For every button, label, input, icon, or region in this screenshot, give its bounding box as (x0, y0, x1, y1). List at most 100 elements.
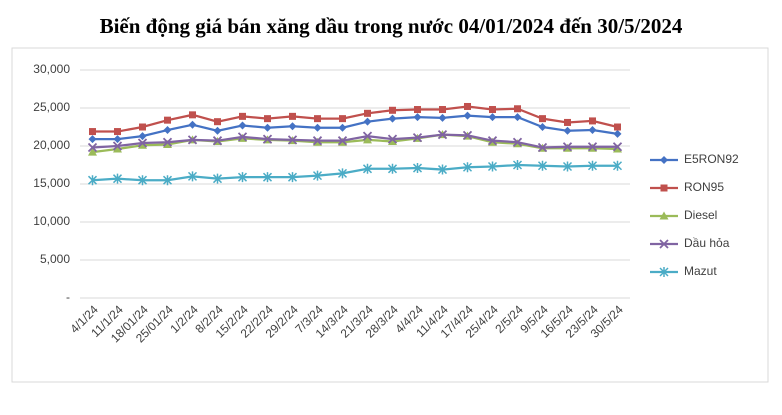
point (562, 142, 573, 152)
point (512, 160, 523, 170)
point (139, 123, 146, 131)
line (92, 133, 618, 149)
point (564, 118, 571, 126)
legend-marker (659, 239, 669, 249)
point (214, 118, 221, 126)
point (587, 142, 598, 152)
chart-title: Biến động giá bán xăng dầu trong nước 04… (100, 14, 683, 38)
legend-label: Dầu hỏa (684, 236, 730, 250)
line (92, 163, 618, 182)
point (263, 123, 272, 132)
chart-border (11, 47, 769, 383)
point (537, 160, 548, 171)
line (92, 105, 618, 133)
point (487, 161, 498, 172)
point (264, 115, 271, 123)
point (339, 115, 346, 123)
point (363, 135, 372, 144)
point (439, 106, 446, 114)
point (563, 126, 572, 135)
point (164, 116, 171, 124)
point (137, 138, 148, 148)
point (287, 135, 298, 145)
point (463, 111, 472, 120)
point (137, 175, 148, 186)
legend-marker (660, 184, 668, 192)
point (237, 132, 248, 142)
point (189, 111, 196, 119)
point (612, 160, 623, 171)
point (162, 175, 173, 186)
point (88, 147, 97, 156)
y-tick-label: 30,000 (33, 62, 70, 76)
point (212, 173, 223, 184)
point (162, 137, 173, 147)
point (387, 163, 398, 174)
point (614, 123, 621, 131)
point (187, 171, 198, 182)
point (613, 129, 622, 138)
point (163, 126, 172, 135)
y-tick-label: 15,000 (33, 176, 70, 190)
y-tick-label: 20,000 (33, 138, 70, 152)
point (612, 142, 623, 152)
y-tick-label: 10,000 (33, 214, 70, 228)
point (489, 106, 496, 114)
point (314, 115, 321, 123)
point (337, 168, 348, 179)
point (362, 131, 373, 141)
point (337, 136, 348, 146)
point (88, 135, 97, 144)
point (262, 134, 273, 144)
y-tick-label: 25,000 (33, 100, 70, 114)
point (364, 109, 371, 117)
point (587, 160, 598, 171)
point (462, 130, 473, 140)
point (212, 136, 223, 146)
point (113, 135, 122, 144)
point (562, 161, 573, 172)
point (289, 112, 296, 120)
point (412, 163, 423, 174)
point (487, 136, 498, 146)
point (414, 106, 421, 114)
point (89, 128, 96, 136)
point (613, 144, 622, 153)
point (362, 163, 373, 174)
point (513, 113, 522, 122)
point (238, 121, 247, 130)
point (388, 114, 397, 123)
point (437, 129, 448, 140)
point (114, 128, 121, 136)
point (588, 126, 597, 135)
point (488, 113, 497, 122)
legend-marker (659, 267, 669, 277)
point (213, 126, 222, 135)
point (163, 139, 172, 148)
point (389, 106, 396, 114)
legend-marker (660, 156, 668, 164)
point (239, 112, 246, 120)
point (138, 140, 147, 149)
legend-marker (659, 211, 669, 220)
point (464, 102, 471, 110)
point (388, 136, 397, 145)
point (312, 170, 323, 181)
point (187, 135, 198, 145)
point (512, 137, 523, 147)
point (462, 162, 473, 173)
point (188, 120, 197, 129)
point (538, 123, 547, 131)
point (113, 144, 122, 153)
y-tick-label: - (66, 290, 70, 304)
point (589, 117, 596, 125)
point (539, 115, 546, 123)
point (437, 164, 448, 175)
point (87, 175, 98, 186)
line (92, 114, 618, 141)
legend-label: RON95 (684, 180, 724, 194)
point (438, 113, 447, 122)
point (514, 105, 521, 113)
legend-label: Diesel (684, 208, 717, 222)
